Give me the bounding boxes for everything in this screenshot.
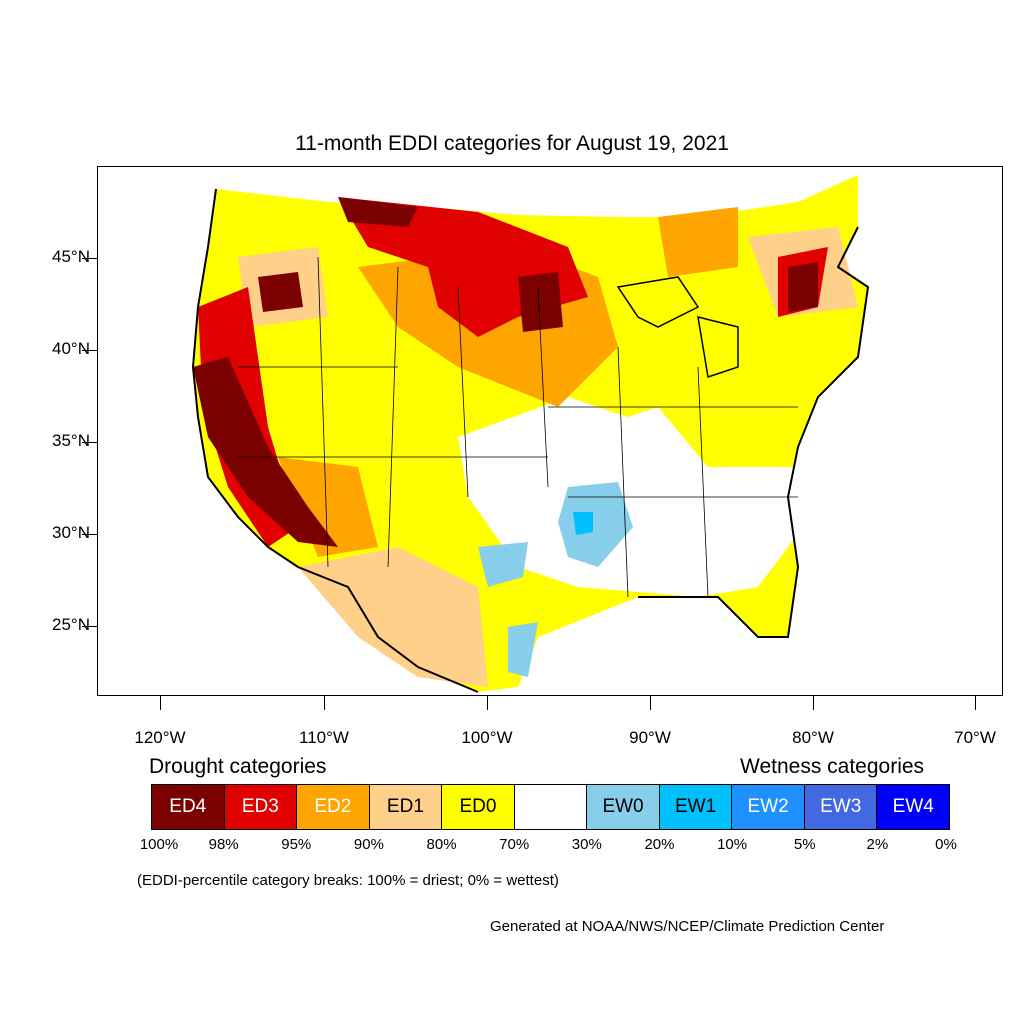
wetness-heading: Wetness categories (740, 755, 925, 778)
lon-label-110: 110°W (299, 728, 349, 747)
percentile-break-label: 80% (426, 836, 457, 853)
state-borders (238, 256, 798, 598)
percentile-break-label: 20% (644, 836, 675, 853)
credit-line: Generated at NOAA/NWS/NCEP/Climate Predi… (490, 918, 885, 935)
lat-tick (82, 534, 97, 535)
ed4-quebec (788, 262, 818, 312)
map-title: 11-month EDDI categories for August 19, … (295, 132, 729, 155)
lon-label-100: 100°W (461, 728, 513, 747)
ed2-west (278, 457, 378, 557)
lon-label-90: 90°W (629, 728, 671, 747)
ed4-idaho (258, 272, 303, 312)
legend-swatch-ed0: ED0 (442, 785, 515, 829)
legend-swatch-neutral (514, 785, 588, 829)
coastline (191, 188, 870, 693)
great-lakes (616, 276, 739, 378)
legend-swatch-ew3: EW3 (804, 785, 878, 829)
category-legend: ED4 ED3 ED2 ED1 ED0 EW0 EW1 EW2 EW3 EW4 (151, 784, 950, 830)
lat-tick (82, 442, 97, 443)
lon-tick (324, 696, 325, 710)
percentile-break-label: 98% (208, 836, 239, 853)
lat-label-30: 30°N (52, 523, 90, 542)
ed2-northeast (658, 207, 738, 277)
percentile-break-label: 10% (717, 836, 748, 853)
lon-tick (813, 696, 814, 710)
percentile-break-label: 0% (935, 836, 957, 853)
wet-patch-ew0 (558, 482, 633, 567)
percentile-break-label: 30% (571, 836, 602, 853)
legend-swatch-ed1: ED1 (369, 785, 443, 829)
lat-label-35: 35°N (52, 431, 90, 450)
percentile-break-label: 95% (281, 836, 312, 853)
drought-heading: Drought categories (149, 755, 327, 778)
wet-patch-ew1 (573, 512, 593, 535)
lon-tick (160, 696, 161, 710)
lon-label-70: 70°W (954, 728, 996, 747)
eddi-map (191, 175, 870, 693)
category-note: (EDDI-percentile category breaks: 100% =… (137, 872, 559, 889)
lat-label-25: 25°N (52, 615, 90, 634)
legend-swatch-ew1: EW1 (659, 785, 733, 829)
lat-tick (82, 350, 97, 351)
ed4-montana (338, 197, 418, 227)
lon-tick (650, 696, 651, 710)
ed4-california (193, 357, 338, 547)
percentile-break-label: 2% (866, 836, 889, 853)
legend-swatch-ed2: ED2 (297, 785, 370, 829)
wet-patch-ew0-3 (508, 622, 538, 677)
lon-label-80: 80°W (792, 728, 834, 747)
lon-tick (975, 696, 976, 710)
ed1-southwest (298, 547, 488, 687)
map-panel (97, 166, 1003, 696)
percentile-break-label: 5% (793, 836, 816, 853)
legend-swatch-ew4: EW4 (877, 785, 950, 829)
wet-patch-ew0-2 (478, 542, 528, 587)
lon-tick (487, 696, 488, 710)
legend-swatch-ed3: ED3 (224, 785, 298, 829)
lon-label-120: 120°W (134, 728, 186, 747)
legend-swatch-ew0: EW0 (587, 785, 660, 829)
lat-label-45: 45°N (52, 247, 90, 266)
legend-swatch-ew2: EW2 (732, 785, 805, 829)
legend-swatch-ed4: ED4 (152, 785, 225, 829)
percentile-break-label: 90% (353, 836, 384, 853)
percentile-break-label: 100% (139, 836, 179, 853)
ed4-north-dakota (518, 272, 563, 332)
percentile-break-label: 70% (499, 836, 530, 853)
lat-label-40: 40°N (52, 339, 90, 358)
lat-tick (82, 626, 97, 627)
lat-tick (82, 258, 97, 259)
